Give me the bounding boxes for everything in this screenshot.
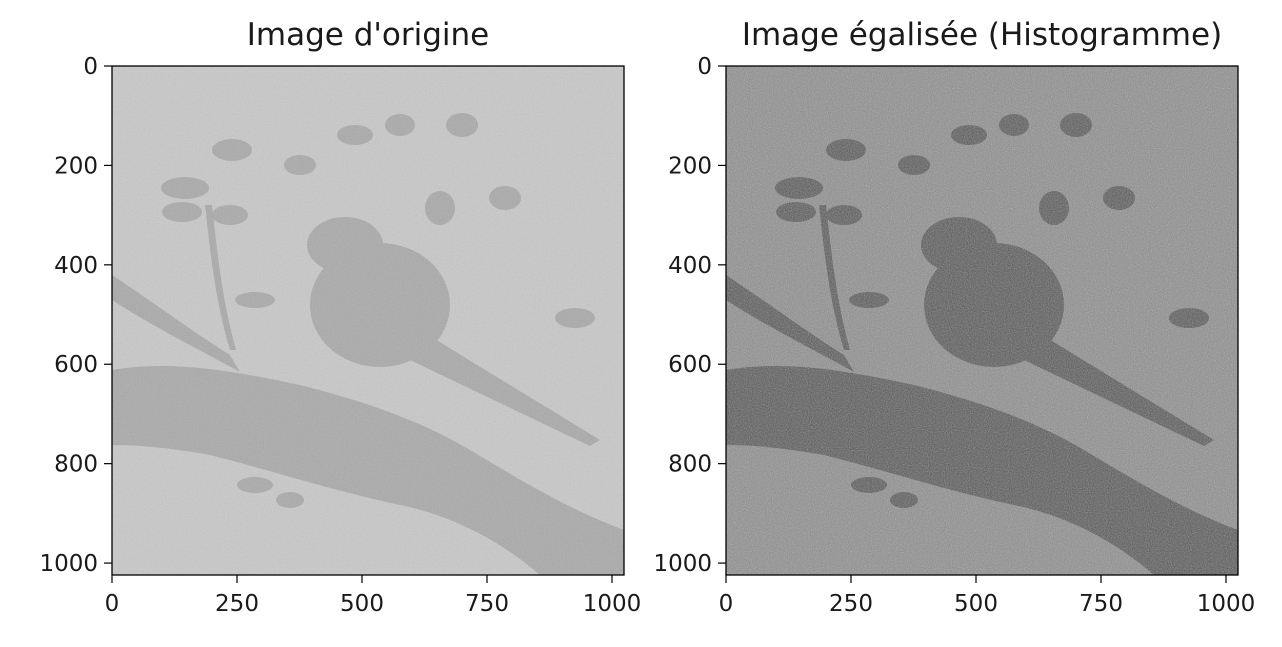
- image-area: [726, 66, 1238, 575]
- y-tick-label: 200: [668, 153, 712, 179]
- x-tick-label: 1000: [583, 591, 642, 617]
- panel-original: Image d'origine: [39, 17, 641, 617]
- y-tick-label: 600: [54, 352, 98, 378]
- y-tick-label: 400: [54, 253, 98, 279]
- image-area: [112, 66, 624, 575]
- x-tick-label: 500: [340, 591, 384, 617]
- panel-equalized: Image égalisée (Histogramme): [653, 17, 1255, 617]
- x-tick-label: 750: [1079, 591, 1123, 617]
- y-tick-label: 1000: [653, 551, 712, 577]
- x-tick-label: 0: [105, 591, 120, 617]
- y-tick-label: 800: [668, 452, 712, 478]
- panel-title: Image d'origine: [247, 17, 489, 53]
- y-axis: 0 200 400 600 800 1000: [39, 54, 112, 577]
- axes-frame: [725, 65, 1239, 576]
- panel-title: Image égalisée (Histogramme): [742, 17, 1222, 53]
- y-tick-label: 200: [54, 153, 98, 179]
- x-tick-label: 750: [465, 591, 509, 617]
- y-tick-label: 1000: [39, 551, 98, 577]
- y-tick-label: 800: [54, 452, 98, 478]
- y-tick-label: 0: [697, 54, 712, 80]
- y-tick-label: 400: [668, 253, 712, 279]
- x-tick-label: 250: [829, 591, 873, 617]
- image-noise: [726, 66, 1238, 575]
- image-noise: [112, 66, 624, 575]
- x-axis: 0 250 500 750 1000: [719, 575, 1256, 617]
- x-axis: 0 250 500 750 1000: [105, 575, 642, 617]
- axes-frame: [111, 65, 625, 576]
- y-tick-label: 0: [83, 54, 98, 80]
- x-tick-label: 0: [719, 591, 734, 617]
- x-tick-label: 250: [215, 591, 259, 617]
- x-tick-label: 500: [954, 591, 998, 617]
- y-axis: 0 200 400 600 800 1000: [653, 54, 726, 577]
- y-tick-label: 600: [668, 352, 712, 378]
- x-tick-label: 1000: [1197, 591, 1256, 617]
